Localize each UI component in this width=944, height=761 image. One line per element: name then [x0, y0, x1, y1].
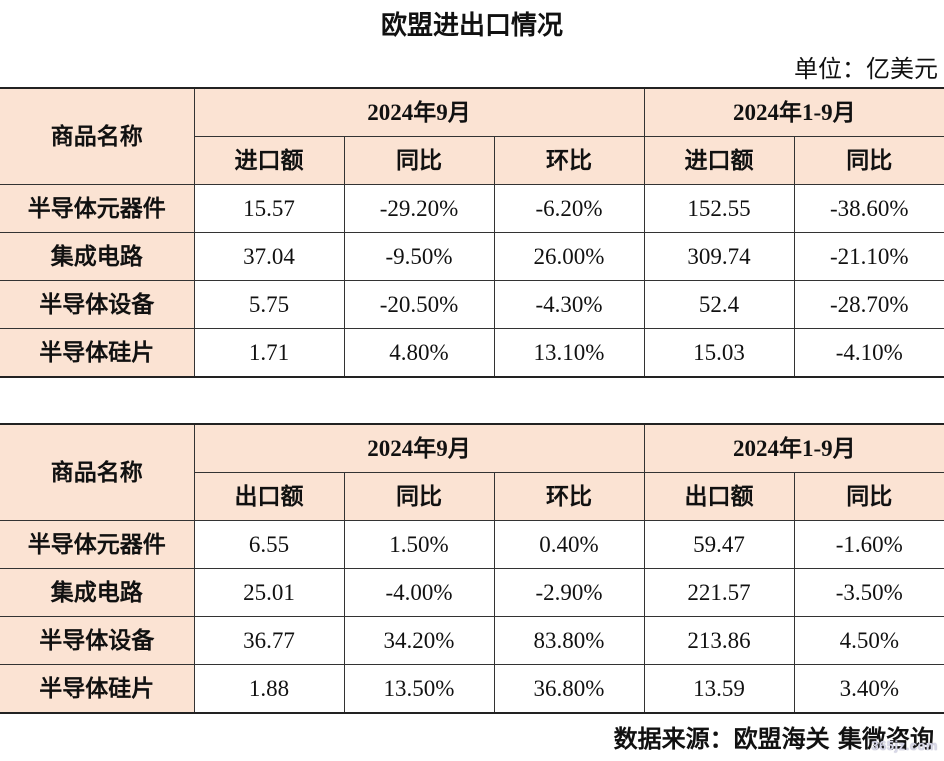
row-name: 半导体设备 — [0, 616, 195, 665]
sub-header-mom: 环比 — [493, 136, 645, 185]
cell-value: -4.10% — [793, 328, 944, 378]
cell-value: 25.01 — [193, 568, 345, 617]
row-name: 半导体硅片 — [0, 328, 195, 378]
group-header-month: 2024年9月 — [193, 423, 645, 473]
row-name: 半导体设备 — [0, 280, 195, 329]
import-table: 商品名称 2024年9月 2024年1-9月 进口额 同比 环比 进口额 同比 … — [0, 87, 944, 378]
cell-value: 1.50% — [343, 520, 495, 569]
sub-header-export-amount: 出口额 — [194, 472, 345, 521]
cell-value: -29.20% — [343, 184, 495, 233]
cell-value: 34.20% — [343, 616, 495, 665]
cell-value: 309.74 — [643, 232, 795, 281]
sub-header-yoy: 同比 — [343, 136, 495, 185]
table-row: 半导体硅片 1.71 4.80% 13.10% 15.03 -4.10% — [0, 328, 944, 378]
cell-value: 4.80% — [343, 328, 495, 378]
group-header-ytd: 2024年1-9月 — [643, 423, 944, 473]
watermark: 365jz.com — [871, 738, 938, 753]
cell-value: 221.57 — [643, 568, 795, 617]
row-name: 半导体硅片 — [0, 664, 195, 714]
cell-value: -21.10% — [793, 232, 944, 281]
cell-value: -20.50% — [343, 280, 495, 329]
cell-value: -3.50% — [793, 568, 944, 617]
unit-label: 单位：亿美元 — [794, 55, 938, 83]
cell-value: -6.20% — [493, 184, 645, 233]
sub-header-import-amount-ytd: 进口额 — [643, 136, 795, 185]
cell-value: -4.30% — [493, 280, 645, 329]
cell-value: 13.50% — [343, 664, 495, 714]
table-row: 半导体设备 36.77 34.20% 83.80% 213.86 4.50% — [0, 616, 944, 665]
sub-header-export-amount-ytd: 出口额 — [643, 472, 795, 521]
cell-value: 36.80% — [493, 664, 645, 714]
cell-value: -1.60% — [793, 520, 944, 569]
export-table: 商品名称 2024年9月 2024年1-9月 出口额 同比 环比 出口额 同比 … — [0, 423, 944, 714]
cell-value: 152.55 — [643, 184, 795, 233]
name-column-header: 商品名称 — [0, 423, 195, 521]
table-row: 集成电路 25.01 -4.00% -2.90% 221.57 -3.50% — [0, 568, 944, 617]
row-name: 集成电路 — [0, 232, 195, 281]
cell-value: 26.00% — [493, 232, 645, 281]
cell-value: 13.10% — [493, 328, 645, 378]
cell-value: 37.04 — [193, 232, 345, 281]
group-header-ytd: 2024年1-9月 — [643, 87, 944, 137]
cell-value: 52.4 — [643, 280, 795, 329]
sub-header-yoy-ytd: 同比 — [793, 472, 944, 521]
row-name: 半导体元器件 — [0, 520, 195, 569]
header-row-group: 商品名称 2024年9月 2024年1-9月 — [0, 423, 944, 521]
cell-value: -9.50% — [343, 232, 495, 281]
source-note: 数据来源：欧盟海关 集微咨询 — [613, 724, 934, 753]
group-header-month: 2024年9月 — [193, 87, 645, 137]
cell-value: -2.90% — [493, 568, 645, 617]
table-row: 半导体元器件 6.55 1.50% 0.40% 59.47 -1.60% — [0, 520, 944, 569]
cell-value: -4.00% — [343, 568, 495, 617]
cell-value: 0.40% — [493, 520, 645, 569]
row-name: 集成电路 — [0, 568, 195, 617]
cell-value: 15.03 — [643, 328, 795, 378]
cell-value: 15.57 — [193, 184, 345, 233]
cell-value: 213.86 — [643, 616, 795, 665]
cell-value: 1.88 — [193, 664, 345, 714]
cell-value: 5.75 — [193, 280, 345, 329]
cell-value: 13.59 — [643, 664, 795, 714]
cell-value: 1.71 — [193, 328, 345, 378]
table-row: 半导体元器件 15.57 -29.20% -6.20% 152.55 -38.6… — [0, 184, 944, 233]
cell-value: 6.55 — [193, 520, 345, 569]
cell-value: 36.77 — [193, 616, 345, 665]
name-column-header: 商品名称 — [0, 87, 195, 185]
sub-header-yoy-ytd: 同比 — [793, 136, 944, 185]
cell-value: 83.80% — [493, 616, 645, 665]
sub-header-import-amount: 进口额 — [194, 136, 345, 185]
cell-value: -28.70% — [793, 280, 944, 329]
table-row: 半导体设备 5.75 -20.50% -4.30% 52.4 -28.70% — [0, 280, 944, 329]
cell-value: 3.40% — [793, 664, 944, 714]
sub-header-mom: 环比 — [493, 472, 645, 521]
cell-value: 4.50% — [793, 616, 944, 665]
table-row: 集成电路 37.04 -9.50% 26.00% 309.74 -21.10% — [0, 232, 944, 281]
row-name: 半导体元器件 — [0, 184, 195, 233]
header-row-group: 商品名称 2024年9月 2024年1-9月 — [0, 87, 944, 185]
sub-header-yoy: 同比 — [343, 472, 495, 521]
cell-value: 59.47 — [643, 520, 795, 569]
table-row: 半导体硅片 1.88 13.50% 36.80% 13.59 3.40% — [0, 664, 944, 714]
cell-value: -38.60% — [793, 184, 944, 233]
page-title: 欧盟进出口情况 — [380, 11, 563, 41]
